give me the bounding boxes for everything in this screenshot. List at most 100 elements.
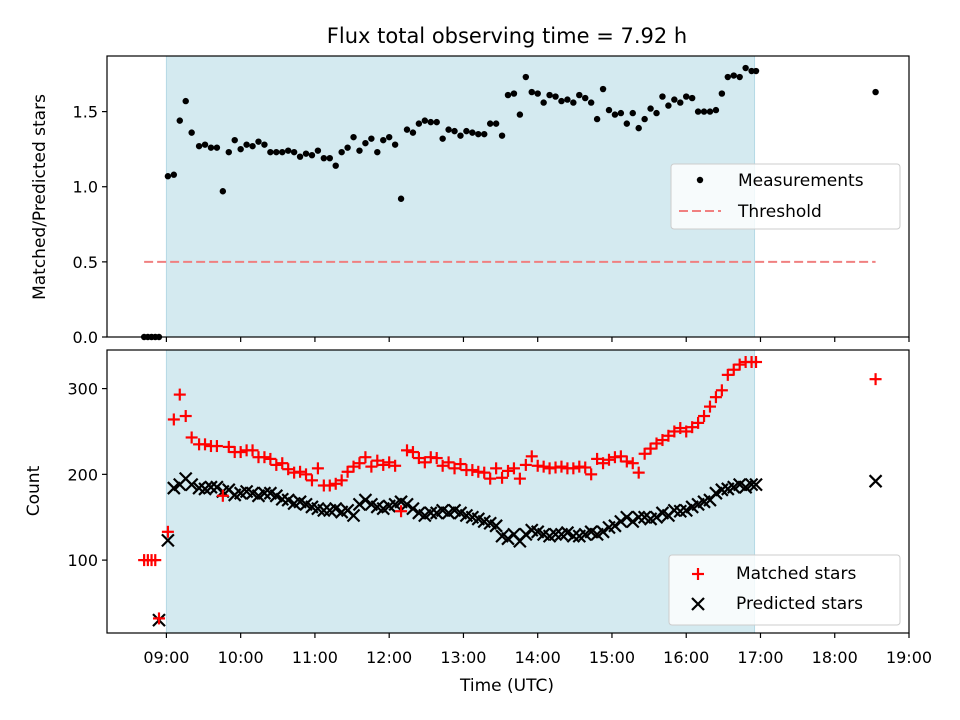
x-tick-label: 16:00 [663,648,709,667]
predicted-point [423,506,438,520]
matched-point [721,368,734,381]
measurement-point [671,96,678,103]
predicted-point [631,510,646,525]
measurement-point [427,118,434,126]
matched-point [502,464,514,477]
measurement-point [872,88,879,96]
matched-point [507,462,520,475]
matched-point [353,457,366,470]
measurement-point [635,124,642,132]
matched-point [727,363,740,376]
measurement-point [629,109,636,117]
ratio-x-ticks [165,337,910,342]
legend-measurements-label: Measurements [738,171,864,191]
matched-point [167,413,180,426]
legend-matched-label: Matched stars [736,564,856,584]
measurement-point [605,106,613,114]
measurement-point [451,127,458,135]
measurement-point [320,154,328,162]
matched-point [270,458,283,471]
measurement-point [593,115,601,123]
measurement-point [176,117,183,124]
matched-point [733,358,746,371]
predicted-point [358,493,373,507]
measurement-point [570,99,577,106]
matched-point [692,416,705,429]
legend-predicted-label: Predicted stars [736,594,863,614]
matched-point [246,444,259,457]
matched-point [715,384,728,397]
measurement-point [718,90,726,97]
matched-point [389,459,402,472]
matched-point [377,458,390,471]
matched-point [294,465,307,478]
predicted-point [608,519,622,533]
x-tick-label: 09:00 [143,648,189,667]
matched-point [454,458,467,471]
count-panel: 100 200 300 09:00 10:00 11:00 12:00 13:00 14:00… [24,349,932,667]
measurement-point [730,72,737,79]
measurement-point [552,93,559,100]
y-tick-label: 300 [67,380,98,399]
matched-point [418,456,431,469]
measurement-points [140,64,879,341]
matched-point [216,489,229,502]
predicted-point [620,510,634,525]
matched-point [620,455,633,468]
legend-measurements-marker [696,176,704,184]
y-tick-label: 0.5 [73,253,98,272]
matched-point [555,460,568,473]
predicted-point [400,497,414,512]
measurement-point [481,130,488,138]
measurement-point [683,93,690,100]
matched-point [869,373,882,386]
predicted-point [519,527,533,542]
matched-point [335,474,348,487]
matched-point [513,472,526,485]
predicted-point [352,497,367,512]
matched-point [365,460,378,473]
matched-point [276,457,289,470]
x-tick-label: 17:00 [737,648,783,667]
matched-point [466,464,479,477]
measurement-point [677,99,684,106]
measurement-point [164,173,172,180]
predicted-point [204,480,218,494]
matched-point [185,431,198,444]
measurement-point [213,144,221,151]
measurement-point [188,129,195,136]
ratio-observing-span [166,56,755,337]
matched-point [406,446,419,459]
measurement-point [219,188,227,195]
matched-point [311,462,324,475]
measurement-point [249,142,256,150]
predicted-point [257,486,272,500]
measurement-point [267,148,274,156]
ratio-y-label: Matched/Predicted stars [30,94,50,300]
matched-point [323,479,336,492]
ratio-panel: 0.0 0.5 1.0 1.5 Matched/Predicted stars Mea… [30,55,910,347]
measurement-point [344,144,351,151]
chart-title: Flux total observing time = 7.92 h [327,24,687,48]
predicted-point [501,531,515,546]
measurement-point [653,109,660,117]
measurement-point [700,108,708,115]
y-tick-label: 100 [67,551,98,570]
predicted-point [625,514,640,529]
matched-point [264,452,277,465]
measurement-point [338,148,345,156]
measurement-point [469,129,476,136]
count-panel-frame [106,349,910,634]
measurement-point [385,133,393,141]
matched-point [305,474,318,487]
measurement-point [308,151,316,159]
legend-threshold-label: Threshold [737,202,822,222]
matched-point [359,451,372,464]
measurement-point [558,97,565,105]
measurement-point [302,150,310,157]
measurement-point [314,147,322,154]
matched-point [442,456,455,469]
measurement-point [290,148,298,156]
measurement-point [587,99,595,106]
measurement-point [326,154,333,162]
